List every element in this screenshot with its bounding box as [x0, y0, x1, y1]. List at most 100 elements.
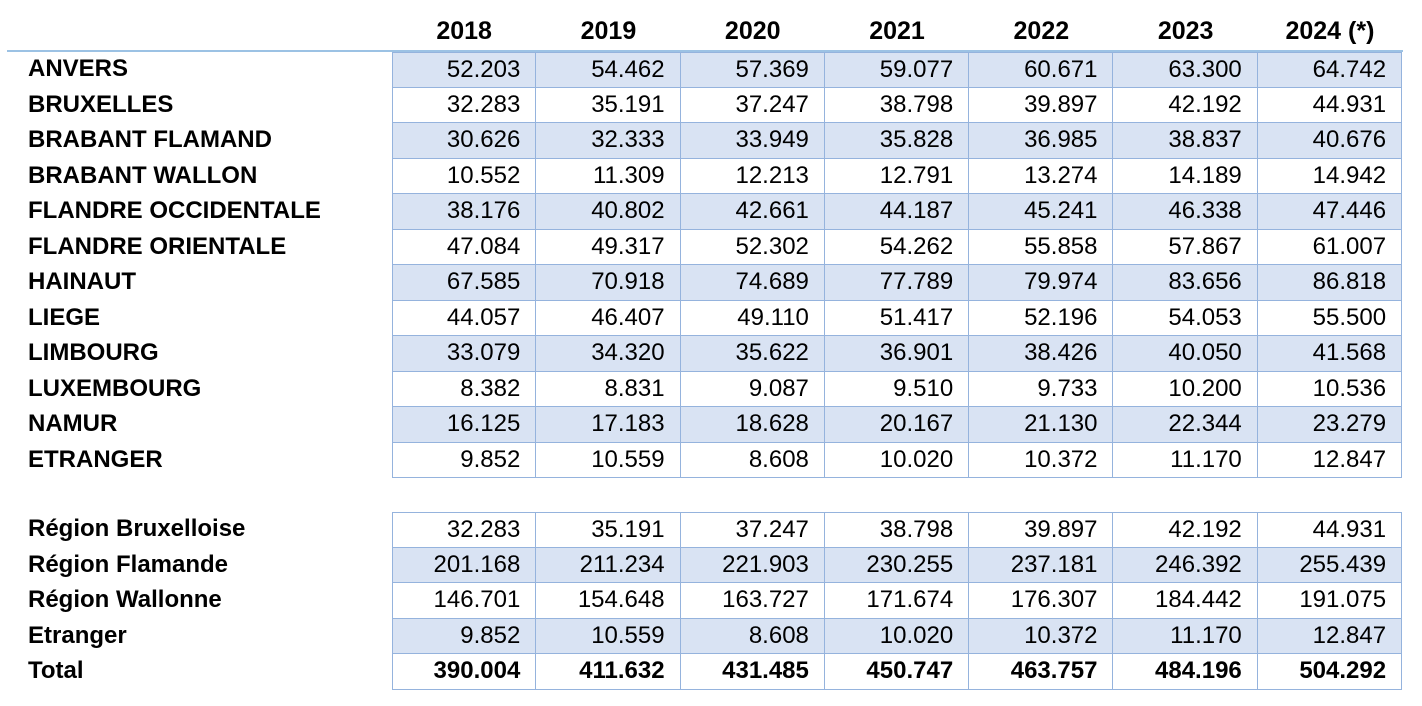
- table-cell: 35.622: [680, 336, 825, 372]
- row-label: LIEGE: [28, 303, 101, 331]
- table-cell: 10.559: [536, 442, 681, 478]
- table-cell: 77.789: [824, 265, 970, 301]
- table-cell: 17.183: [536, 407, 681, 443]
- table-cell: 176.307: [969, 583, 1114, 619]
- table-cell: 14.189: [1113, 158, 1258, 194]
- registrations-table-slide: 2018 2019 2020 2021 2022 2023 2024 (*) ANVERS 5…: [0, 12, 1422, 690]
- table-cell: 16.125: [392, 407, 537, 443]
- table-cell: 8.831: [536, 371, 681, 407]
- table-cell: 59.077: [824, 52, 970, 88]
- table-cell: 32.283: [392, 87, 537, 123]
- table-cell: 21.130: [969, 407, 1114, 443]
- table-cell: 34.320: [536, 336, 681, 372]
- table-cell: 54.462: [536, 52, 681, 88]
- table-cell: 8.382: [392, 371, 537, 407]
- table-row: ANVERS 52.203 54.462 57.369 59.077 60.671 63.3…: [0, 52, 1422, 88]
- table-cell: 211.234: [536, 547, 681, 583]
- table-cell: 191.075: [1257, 583, 1403, 619]
- table-cell: 14.942: [1257, 158, 1403, 194]
- table-cell: 22.344: [1113, 407, 1258, 443]
- table-cell: 230.255: [824, 547, 970, 583]
- table-cell: 67.585: [392, 265, 537, 301]
- row-label: LIMBOURG: [28, 339, 159, 366]
- table-cell: 10.536: [1257, 371, 1403, 407]
- row-label: FLANDRE ORIENTALE: [28, 232, 287, 260]
- table-cell: 36.901: [824, 336, 970, 372]
- row-label: ETRANGER: [28, 445, 163, 473]
- table-cell: 10.200: [1113, 371, 1258, 407]
- table-cell: 63.300: [1113, 52, 1258, 88]
- table-cell: 9.852: [392, 442, 537, 478]
- table-cell: 23.279: [1257, 407, 1403, 443]
- table-cell: 37.247: [680, 87, 825, 123]
- table-cell: 38.798: [824, 512, 970, 548]
- table-cell: 45.241: [969, 194, 1114, 230]
- table-cell: 9.733: [969, 371, 1114, 407]
- table-row: BRUXELLES 32.283 35.191 37.247 38.798 39.897 4…: [0, 87, 1422, 123]
- column-header: 2022: [1013, 17, 1070, 45]
- table-cell: 171.674: [824, 583, 970, 619]
- table-cell: 51.417: [824, 300, 970, 336]
- row-label: LUXEMBOURG: [28, 374, 202, 402]
- table-cell: 10.372: [969, 618, 1114, 654]
- table-cell: 38.837: [1113, 123, 1258, 159]
- table-cell: 42.192: [1113, 512, 1258, 548]
- table-row: LUXEMBOURG 8.382 8.831 9.087 9.510 9.733 10.20…: [0, 371, 1422, 407]
- table-cell: 49.110: [680, 300, 825, 336]
- table-cell: 463.757: [969, 654, 1114, 690]
- table-row: HAINAUT 67.585 70.918 74.689 77.789 79.974 83.…: [0, 265, 1422, 301]
- table-cell: 39.897: [969, 87, 1114, 123]
- table-cell: 12.847: [1257, 442, 1403, 478]
- table-cell: 11.170: [1113, 618, 1258, 654]
- corner-cell: [0, 12, 392, 50]
- table-cell: 11.170: [1113, 442, 1258, 478]
- table-cell: 246.392: [1113, 547, 1258, 583]
- table-cell: 61.007: [1257, 229, 1403, 265]
- column-header: 2024 (*): [1285, 17, 1375, 45]
- table-row: FLANDRE OCCIDENTALE 38.176 40.802 42.661 44.…: [0, 194, 1422, 230]
- table-cell: 57.369: [680, 52, 825, 88]
- table-cell: 57.867: [1113, 229, 1258, 265]
- row-label: Etranger: [28, 621, 127, 649]
- table-header-row: 2018 2019 2020 2021 2022 2023 2024 (*): [0, 12, 1422, 50]
- table-cell: 52.203: [392, 52, 537, 88]
- table-row: Région Flamande 201.168 211.234 221.903 230.…: [0, 547, 1422, 583]
- table-cell: 36.985: [969, 123, 1114, 159]
- table-row: BRABANT WALLON 10.552 11.309 12.213 12.791 13…: [0, 158, 1422, 194]
- table-cell: 8.608: [680, 618, 825, 654]
- table-cell: 12.847: [1257, 618, 1403, 654]
- table-cell: 35.828: [824, 123, 970, 159]
- column-header: 2023: [1157, 17, 1214, 45]
- table-cell: 37.247: [680, 512, 825, 548]
- row-label: HAINAUT: [28, 268, 136, 295]
- row-label: ANVERS: [28, 55, 129, 82]
- row-label: FLANDRE OCCIDENTALE: [28, 197, 321, 224]
- table-cell: 46.407: [536, 300, 681, 336]
- column-header: 2019: [580, 17, 637, 45]
- table-cell: 32.333: [536, 123, 681, 159]
- table-row: Région Bruxelloise 32.283 35.191 37.247 38.7…: [0, 512, 1422, 548]
- row-label: Région Bruxelloise: [28, 515, 246, 542]
- table-cell: 504.292: [1257, 654, 1403, 690]
- table-cell: 52.196: [969, 300, 1114, 336]
- table-cell: 431.485: [680, 654, 825, 690]
- table-row: LIEGE 44.057 46.407 49.110 51.417 52.196 54.05…: [0, 300, 1422, 336]
- table-cell: 55.500: [1257, 300, 1403, 336]
- table-cell: 64.742: [1257, 52, 1403, 88]
- table-cell: 39.897: [969, 512, 1114, 548]
- table-cell: 9.510: [824, 371, 970, 407]
- regions-section: Région Bruxelloise 32.283 35.191 37.247 38.7…: [0, 512, 1422, 690]
- table-cell: 38.176: [392, 194, 537, 230]
- table-cell: 79.974: [969, 265, 1114, 301]
- row-label: BRUXELLES: [28, 90, 174, 118]
- table-cell: 54.262: [824, 229, 970, 265]
- table-cell: 33.949: [680, 123, 825, 159]
- table-cell: 32.283: [392, 512, 537, 548]
- table-cell: 46.338: [1113, 194, 1258, 230]
- table-cell: 390.004: [392, 654, 537, 690]
- table-cell: 154.648: [536, 583, 681, 619]
- table-cell: 44.931: [1257, 87, 1403, 123]
- section-gap: [0, 478, 1422, 512]
- table-row: BRABANT FLAMAND 30.626 32.333 33.949 35.828 3…: [0, 123, 1422, 159]
- table-cell: 35.191: [536, 87, 681, 123]
